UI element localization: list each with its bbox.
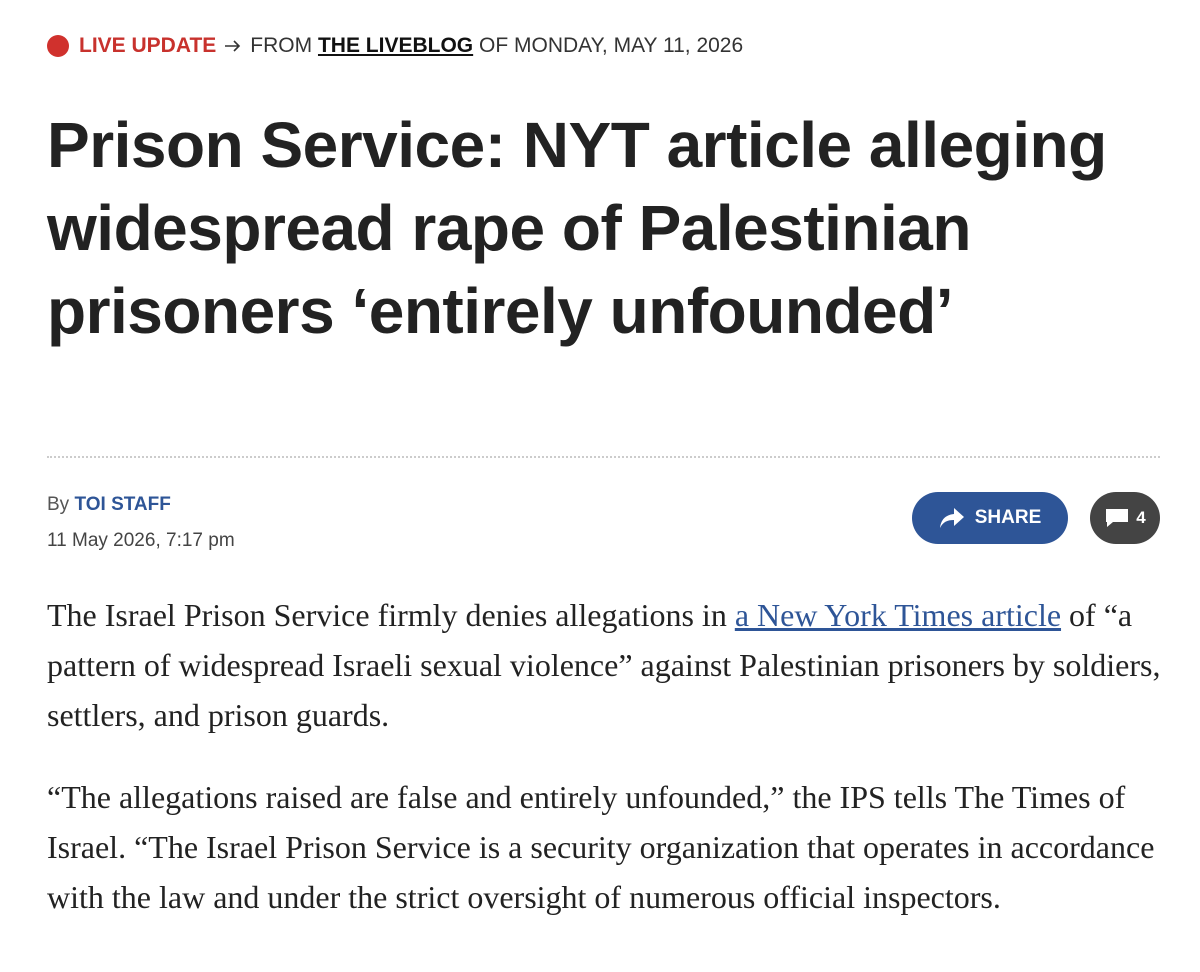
- comments-button[interactable]: 4: [1090, 492, 1160, 544]
- share-button[interactable]: SHARE: [912, 492, 1068, 544]
- headline: Prison Service: NYT article alleging wid…: [47, 109, 1107, 347]
- share-label: SHARE: [974, 507, 1042, 528]
- arrow-icon: [225, 40, 241, 52]
- date-text: OF MONDAY, MAY 11, 2026: [479, 34, 744, 57]
- timestamp: 11 May 2026, 7:17 pm: [47, 530, 235, 551]
- share-icon: [939, 508, 964, 528]
- nyt-link[interactable]: a New York Times article: [734, 597, 1062, 633]
- live-header: LIVE UPDATE FROM THE LIVEBLOG OF MONDAY,…: [47, 34, 743, 58]
- paragraph: “The allegations raised are false and en…: [47, 779, 1155, 915]
- paragraph: The Israel Prison Service firmly denies …: [47, 590, 1162, 740]
- live-label: LIVE UPDATE: [79, 34, 217, 57]
- by-text: By: [47, 494, 70, 515]
- byline: By TOI STAFF: [47, 494, 171, 516]
- author-link[interactable]: TOI STAFF: [74, 494, 171, 515]
- divider: [47, 456, 1160, 458]
- from-text: FROM: [250, 34, 313, 57]
- text: of “a pattern of widespread Israeli sexu…: [47, 597, 1161, 733]
- liveblog-link[interactable]: THE LIVEBLOG: [317, 34, 474, 57]
- live-dot: [47, 35, 69, 57]
- text: The Israel Prison Service firmly denies …: [47, 597, 735, 633]
- comment-icon: [1106, 509, 1129, 527]
- comment-count: 4: [1136, 508, 1146, 527]
